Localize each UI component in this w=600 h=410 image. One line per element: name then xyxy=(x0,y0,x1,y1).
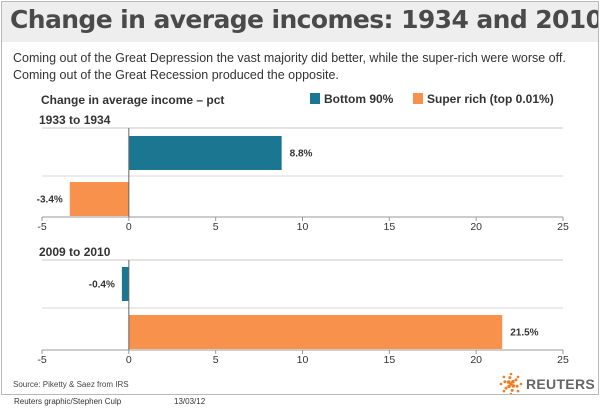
logo-dot xyxy=(516,375,520,379)
bar-super-rich-2010 xyxy=(128,315,503,349)
data-label: 21.5% xyxy=(510,328,538,339)
x-tick-label: 5 xyxy=(213,354,219,366)
bar-chart: 8.8% -3.4% -5 0 5 10 15 20 25 -0.4% 21.5% -5 0 5 10 15 2… xyxy=(37,127,569,366)
x-tick-label: 25 xyxy=(557,354,569,366)
legend-item-bottom-90: Bottom 90% xyxy=(310,92,393,106)
x-tick-label: 15 xyxy=(383,221,395,233)
logo-dot xyxy=(509,392,513,394)
logo-dot xyxy=(509,382,513,386)
panel-title-1933-1934: 1933 to 1934 xyxy=(39,113,111,127)
source-note: Source: Piketty & Saez from IRS xyxy=(13,380,129,389)
bar-bottom-90-2010 xyxy=(121,267,129,301)
legend-item-super-rich: Super rich (top 0.01%) xyxy=(413,92,554,106)
legend-label-super-rich: Super rich (top 0.01%) xyxy=(427,92,554,106)
logo-dot xyxy=(514,378,518,382)
data-label: -0.4% xyxy=(89,280,115,291)
panel-title-2009-2010: 2009 to 2010 xyxy=(39,245,111,259)
data-label: 8.8% xyxy=(290,149,313,160)
chart-frame: Change in average incomes: 1934 and 2010… xyxy=(1,1,599,395)
x-tick-label: 25 xyxy=(557,221,569,233)
x-tick-label: 20 xyxy=(470,221,482,233)
x-tick-label: 0 xyxy=(126,354,132,366)
x-tick-label: 10 xyxy=(297,221,309,233)
data-label: -3.4% xyxy=(37,195,63,206)
bar-bottom-90-1934 xyxy=(128,136,282,170)
logo-dot xyxy=(503,380,507,384)
graphic-date: 13/03/12 xyxy=(174,397,206,406)
x-tick-label: 15 xyxy=(383,354,395,366)
logo-dot xyxy=(507,384,511,389)
logo-dot xyxy=(511,384,516,388)
logo-dot xyxy=(519,382,523,386)
chart-title: Change in average incomes: 1934 and 2010 xyxy=(10,5,599,34)
title-bar: Change in average incomes: 1934 and 2010 xyxy=(2,2,598,42)
legend-swatch-bottom-90 xyxy=(310,93,320,104)
reuters-logo: REUTERS xyxy=(499,372,595,394)
legend-swatch-super-rich xyxy=(413,93,423,104)
x-tick-label: -5 xyxy=(37,354,46,366)
logo-dot xyxy=(502,389,506,393)
logo-dot xyxy=(499,382,503,386)
x-tick-label: 0 xyxy=(126,221,132,233)
reuters-logo-text: REUTERS xyxy=(526,376,595,392)
chart-axis-label: Change in average income – pct xyxy=(41,93,225,107)
logo-dot xyxy=(506,380,511,384)
x-tick-label: -5 xyxy=(37,221,46,233)
logo-dot xyxy=(511,379,515,384)
logo-dot xyxy=(515,384,519,388)
x-tick-label: 20 xyxy=(470,354,482,366)
x-tick-label: 10 xyxy=(297,354,309,366)
logo-dot xyxy=(509,372,513,376)
logo-dot xyxy=(502,375,506,379)
reuters-dots-icon xyxy=(499,372,523,394)
logo-dot xyxy=(504,386,508,390)
logo-dot xyxy=(508,376,512,380)
logo-dot xyxy=(510,388,514,392)
x-tick-label: 5 xyxy=(213,221,219,233)
legend-label-bottom-90: Bottom 90% xyxy=(324,92,394,106)
logo-dot xyxy=(516,389,520,393)
bar-super-rich-1934 xyxy=(69,182,129,216)
graphic-credit: Reuters graphic/Stephen Culp xyxy=(14,397,122,406)
chart-subtitle: Coming out of the Great Depression the v… xyxy=(13,51,566,82)
